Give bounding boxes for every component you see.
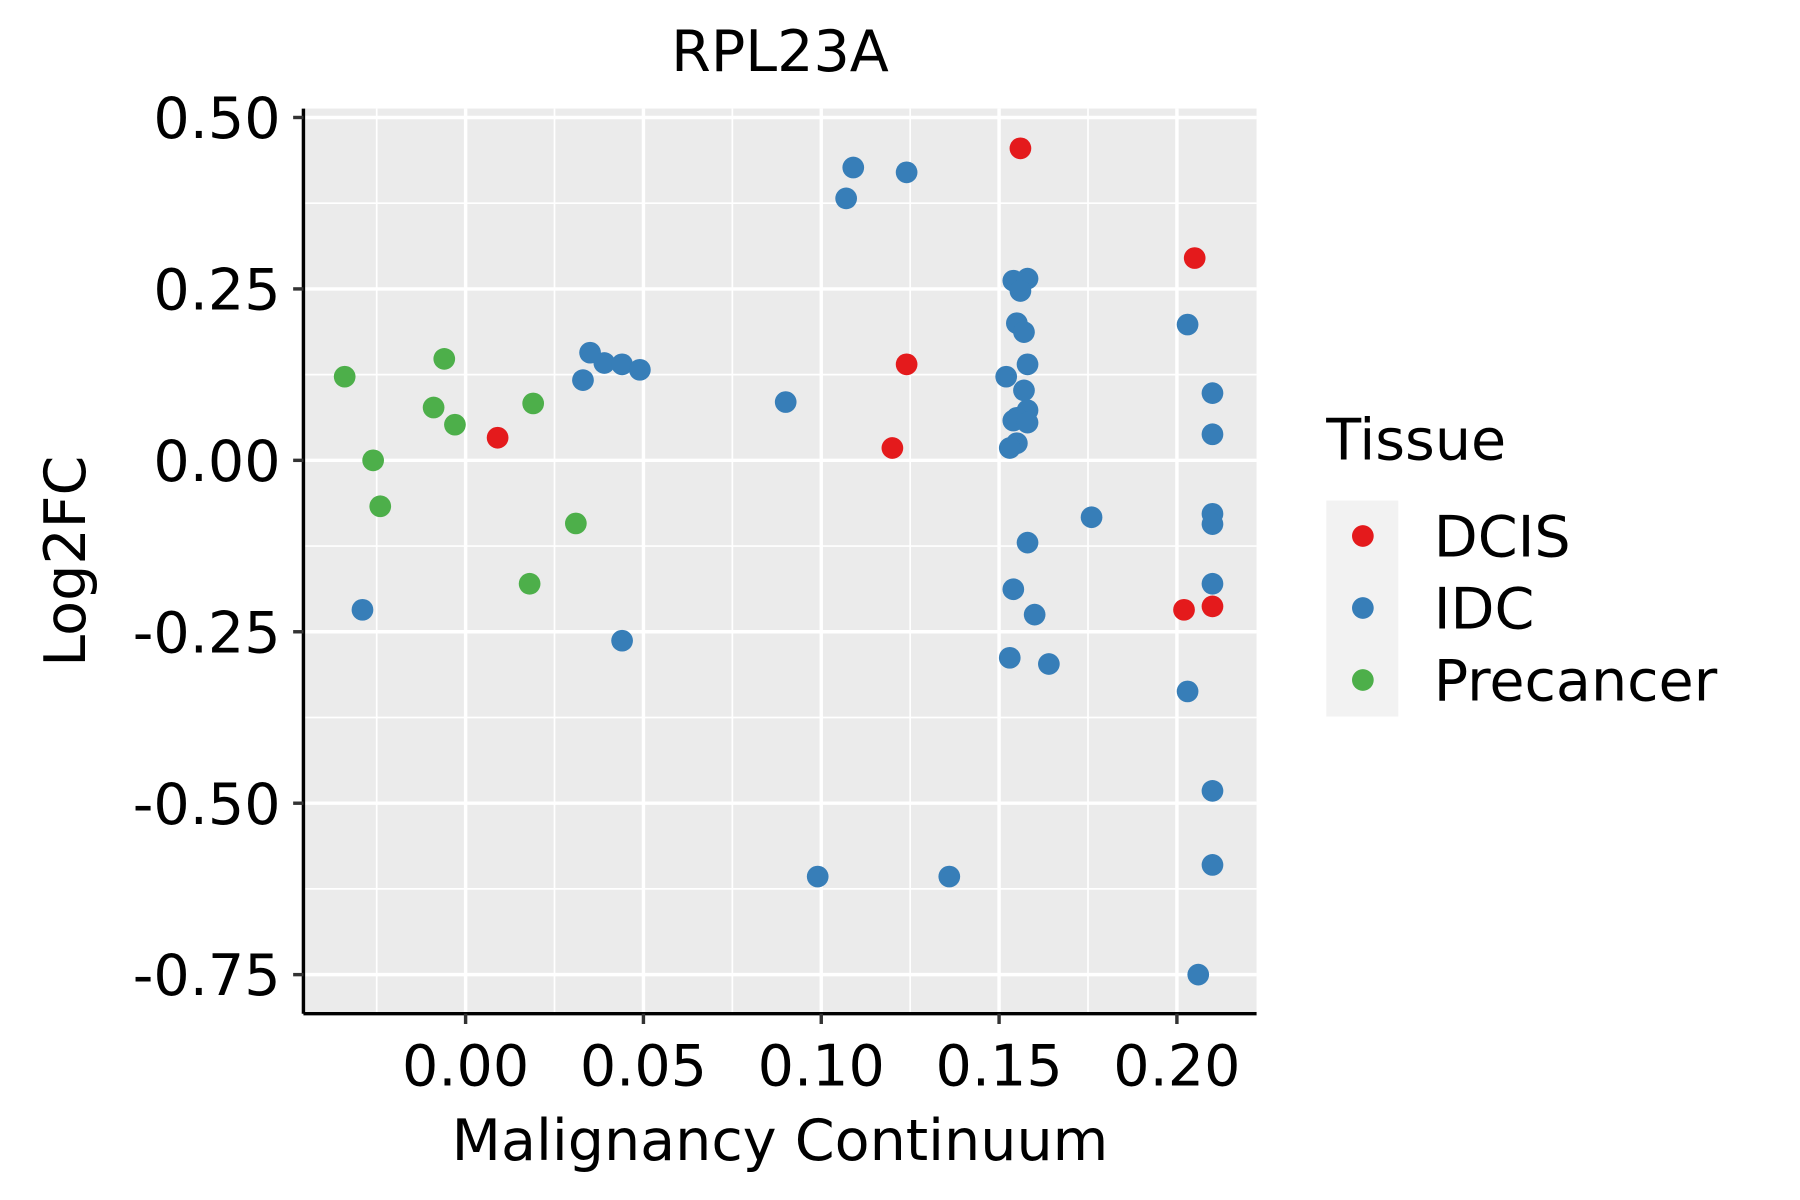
y-tick-label: -0.25 xyxy=(133,600,281,666)
data-point-idc xyxy=(1201,854,1224,876)
data-point-precancer xyxy=(444,413,466,436)
data-point-idc xyxy=(995,365,1018,388)
legend-label-dcis: DCIS xyxy=(1434,505,1571,571)
legend-key-idc xyxy=(1352,597,1374,619)
plot-panel xyxy=(303,108,1257,1014)
data-point-precancer xyxy=(369,495,392,518)
legend-key-dcis xyxy=(1352,525,1374,547)
x-tick-label: 0.20 xyxy=(1113,1034,1240,1100)
data-point-idc xyxy=(611,629,633,652)
x-tick-label: 0.15 xyxy=(935,1034,1062,1100)
y-tick-label: 0.25 xyxy=(153,257,280,323)
data-point-dcis xyxy=(1173,598,1195,621)
data-point-idc xyxy=(998,437,1021,459)
data-point-idc xyxy=(806,865,829,888)
data-point-precancer xyxy=(362,449,384,472)
x-tick-label: 0.00 xyxy=(402,1034,529,1100)
legend-label-precancer: Precancer xyxy=(1434,649,1718,715)
data-point-idc xyxy=(1176,680,1199,703)
data-point-idc xyxy=(1038,653,1060,675)
legend-key-precancer xyxy=(1352,669,1374,691)
data-point-idc xyxy=(1201,780,1224,802)
data-point-idc xyxy=(1009,280,1032,302)
data-point-idc xyxy=(572,369,594,391)
data-point-dcis xyxy=(486,426,509,449)
data-point-idc xyxy=(1080,506,1103,529)
data-point-idc xyxy=(611,353,633,376)
data-point-precancer xyxy=(522,392,545,415)
data-point-dcis xyxy=(881,437,904,459)
data-point-idc xyxy=(1201,572,1224,595)
data-point-idc xyxy=(895,161,918,184)
x-tick-label: 0.05 xyxy=(580,1034,707,1100)
data-point-precancer xyxy=(422,396,445,419)
data-point-precancer xyxy=(333,365,356,388)
y-axis-label: Log2FC xyxy=(33,456,99,667)
legend-label-idc: IDC xyxy=(1434,577,1535,643)
gridlines xyxy=(303,108,1257,1014)
data-point-idc xyxy=(1013,321,1035,343)
data-point-dcis xyxy=(895,353,918,376)
y-tick-label: 0.00 xyxy=(153,429,280,495)
data-point-dcis xyxy=(1183,247,1206,269)
data-point-precancer xyxy=(433,348,456,370)
data-point-idc xyxy=(1016,531,1039,554)
data-point-idc xyxy=(1201,513,1224,535)
data-points xyxy=(333,137,1224,986)
data-point-idc xyxy=(1016,411,1039,434)
chart-title: RPL23A xyxy=(671,19,889,85)
y-tick-label: -0.50 xyxy=(133,772,281,838)
data-point-idc xyxy=(1023,603,1046,626)
axis-ticks: 0.00 0.05 0.10 0.15 0.20 0.50 0.25 0.00 -0.25 -0.… xyxy=(133,86,1241,1100)
data-point-idc xyxy=(1187,963,1210,986)
data-point-idc xyxy=(842,156,865,179)
y-tick-label: -0.75 xyxy=(133,943,281,1009)
data-point-idc xyxy=(1002,578,1025,601)
x-axis-label: Malignancy Continuum xyxy=(452,1108,1109,1174)
data-point-idc xyxy=(998,646,1021,669)
data-point-idc xyxy=(1176,313,1199,336)
data-point-idc xyxy=(938,865,961,888)
x-tick-label: 0.10 xyxy=(758,1034,885,1100)
data-point-dcis xyxy=(1009,137,1032,160)
data-point-idc xyxy=(1016,353,1039,376)
data-point-precancer xyxy=(518,572,541,595)
legend-title: Tissue xyxy=(1325,407,1506,473)
data-point-idc xyxy=(1013,379,1035,402)
data-point-dcis xyxy=(1201,595,1224,618)
y-tick-label: 0.50 xyxy=(153,86,280,152)
data-point-idc xyxy=(774,391,797,413)
data-point-idc xyxy=(1201,423,1224,446)
data-point-idc xyxy=(351,598,374,621)
data-point-idc xyxy=(835,187,858,210)
data-point-idc xyxy=(1201,382,1224,404)
data-point-idc xyxy=(593,352,616,374)
data-point-idc xyxy=(629,358,651,381)
data-point-precancer xyxy=(564,512,587,535)
